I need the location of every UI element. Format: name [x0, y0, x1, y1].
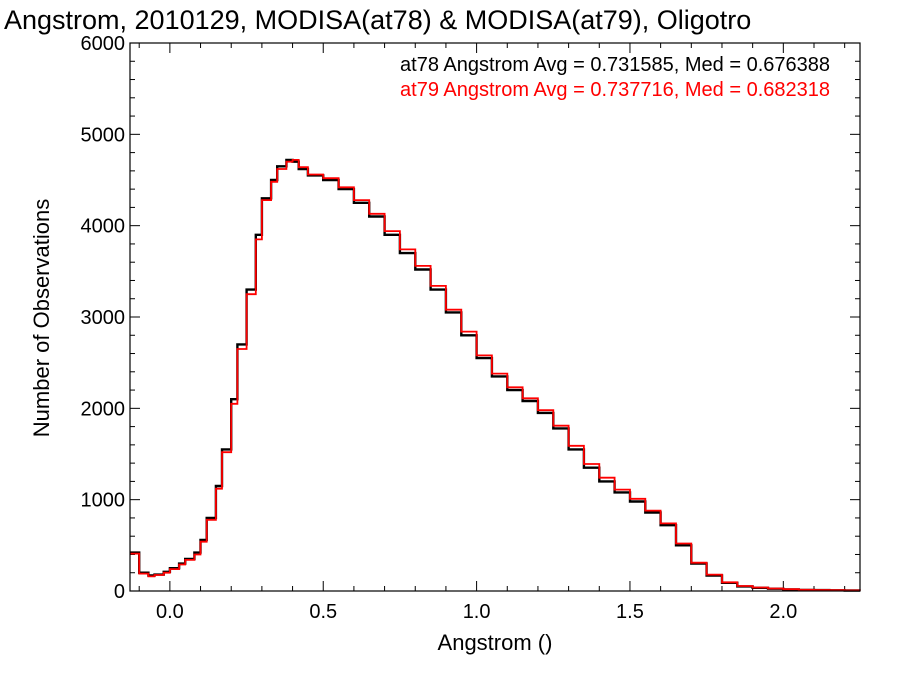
- legend-entry-at78: at78 Angstrom Avg = 0.731585, Med = 0.67…: [400, 54, 830, 76]
- y-tick-label: 5000: [81, 124, 126, 146]
- y-tick-label: 1000: [81, 490, 126, 512]
- y-axis-label-group: Number of Observations: [29, 199, 54, 437]
- y-axis-label: Number of Observations: [29, 199, 54, 437]
- y-tick-label: 0: [114, 581, 125, 603]
- x-axis-label: Angstrom (): [438, 630, 553, 655]
- legend-entry-at79: at79 Angstrom Avg = 0.737716, Med = 0.68…: [400, 79, 830, 101]
- x-tick-label: 0.0: [156, 601, 184, 623]
- ticks-group: 0.0 0.5 1.0 1.5 2.0 0 1000 2000 3000 4000 5000 6000: [81, 33, 860, 623]
- legend: at78 Angstrom Avg = 0.731585, Med = 0.67…: [400, 54, 830, 101]
- x-tick-label: 2.0: [769, 601, 797, 623]
- x-tick-label: 1.5: [616, 601, 644, 623]
- series-line-at78: [130, 158, 860, 592]
- y-tick-label: 2000: [81, 398, 126, 420]
- x-tick-label: 0.5: [309, 601, 337, 623]
- plot-frame: [129, 42, 861, 592]
- series-line-at79: [130, 159, 861, 592]
- y-tick-label: 4000: [81, 216, 126, 238]
- chart-title: Angstrom, 2010129, MODISA(at78) & MODISA…: [4, 5, 751, 35]
- x-tick-label: 1.0: [463, 601, 491, 623]
- series-group: [130, 158, 861, 592]
- y-tick-label: 6000: [81, 33, 126, 55]
- y-tick-label: 3000: [81, 307, 126, 329]
